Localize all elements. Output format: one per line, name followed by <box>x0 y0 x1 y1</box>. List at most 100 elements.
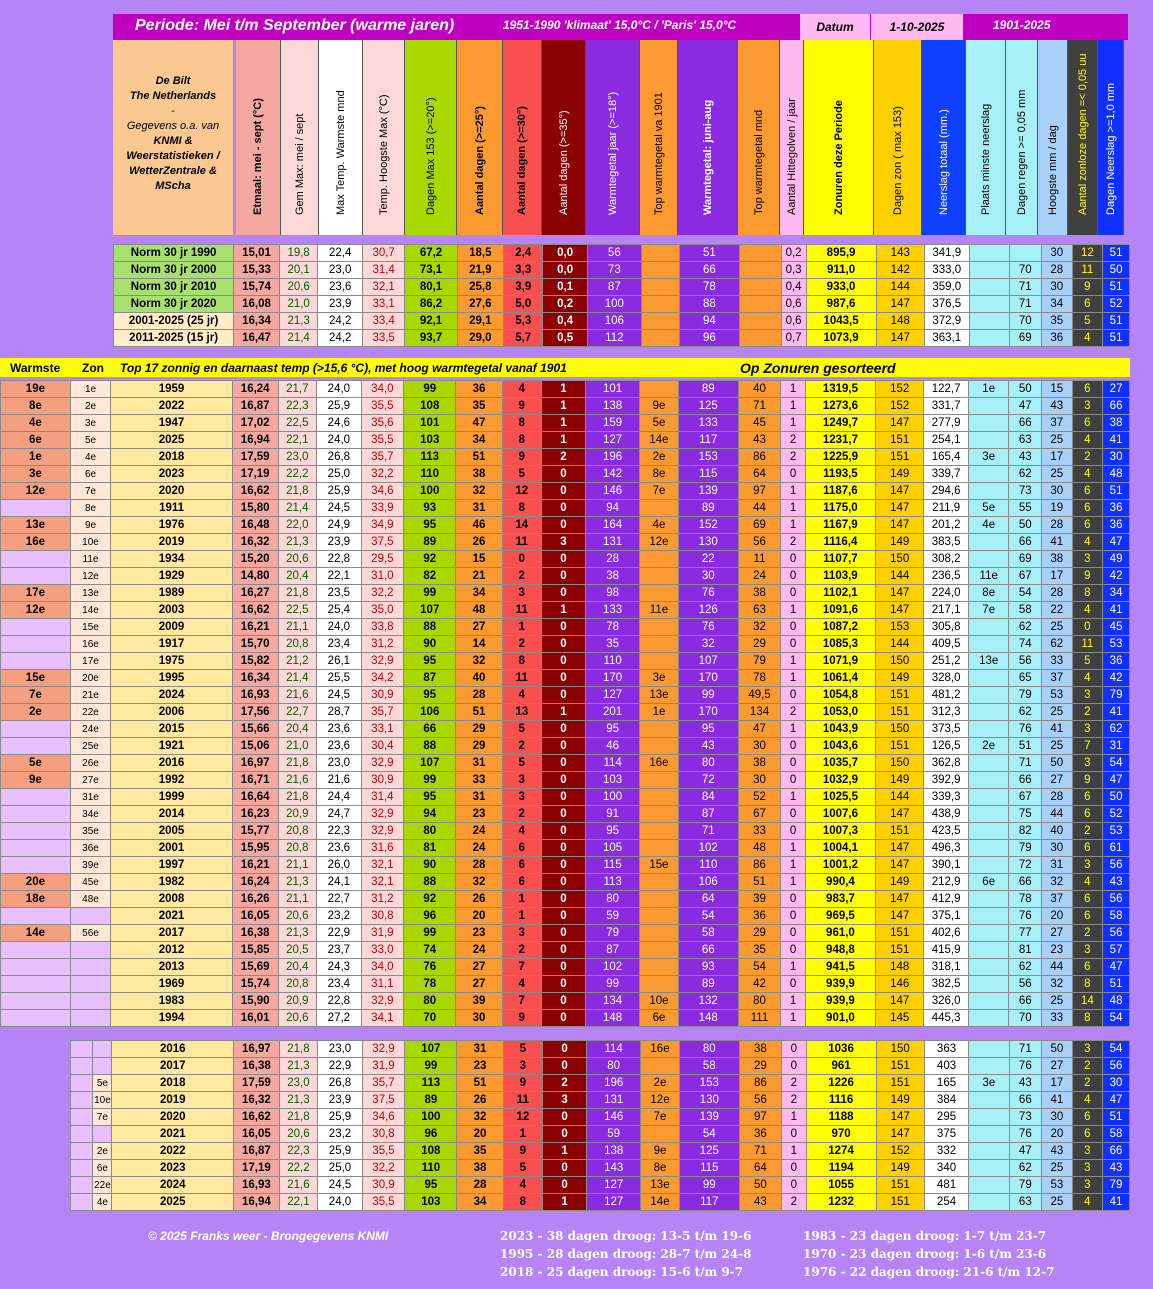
title-bar: Periode: Mei t/m September (warme jaren)… <box>113 14 1128 40</box>
table-cell: 32,2 <box>361 1159 406 1177</box>
table-cell: 153 <box>677 448 739 466</box>
table-cell: 16,24 <box>231 380 279 398</box>
table-cell: 115 <box>585 856 641 874</box>
table-cell: 383,5 <box>923 533 969 551</box>
table-cell: 11e <box>639 601 679 619</box>
table-cell: 88 <box>403 873 457 891</box>
table-cell: 144 <box>875 788 925 806</box>
table-cell: 151 <box>875 822 925 840</box>
table-cell: 21,0 <box>278 295 319 313</box>
table-cell: 3 <box>1071 856 1104 874</box>
table-cell: 12 <box>501 482 542 500</box>
table-cell: 3 <box>1071 1176 1104 1194</box>
table-cell: 21,8 <box>277 482 318 500</box>
table-cell: 3 <box>501 788 542 806</box>
table-cell: 33 <box>455 771 503 789</box>
table-cell: 95 <box>403 686 457 704</box>
table-cell: 59 <box>585 907 641 925</box>
table-cell: 20,4 <box>277 958 318 976</box>
table-cell: 0 <box>541 1125 588 1143</box>
table-cell: 138 <box>586 1142 642 1160</box>
table-cell: 80 <box>403 992 457 1010</box>
table-cell: 31 <box>455 754 503 772</box>
table-cell: 20 <box>1040 907 1073 925</box>
org-line: - <box>171 105 175 117</box>
table-cell: 47 <box>1102 771 1130 789</box>
table-cell: 95 <box>403 788 457 806</box>
table-cell: 92 <box>403 550 457 568</box>
table-cell: 0 <box>540 567 587 585</box>
table-cell: 2 <box>780 431 806 449</box>
table-cell: 66 <box>1008 771 1042 789</box>
table-cell: 41 <box>1040 720 1073 738</box>
table-cell: 2017 <box>111 1057 235 1075</box>
table-cell: 3 <box>1071 686 1104 704</box>
table-cell <box>967 788 1010 806</box>
table-cell: 0 <box>780 635 806 653</box>
table-cell: 50 <box>1102 261 1130 279</box>
table-cell: 2 <box>501 635 542 653</box>
table-cell: 134 <box>585 992 641 1010</box>
table-cell: 20,8 <box>277 635 318 653</box>
table-cell: 151 <box>875 703 925 721</box>
table-cell: 71 <box>677 822 739 840</box>
table-cell: 151 <box>875 737 925 755</box>
table-cell: 16,38 <box>233 1057 280 1075</box>
table-cell: 126 <box>677 601 739 619</box>
table-cell: 1 <box>780 499 806 517</box>
column-header: Warmtegetal jaar (>=18°) <box>586 40 640 235</box>
table-cell: 22,7 <box>277 703 318 721</box>
table-cell: 71 <box>1008 754 1042 772</box>
table-cell: 79 <box>1008 686 1042 704</box>
table-cell: 15,74 <box>233 278 280 296</box>
table-cell: 0 <box>781 1040 807 1058</box>
table-cell: 25 <box>1041 1159 1073 1177</box>
table-cell: 147 <box>875 584 925 602</box>
table-cell: 73,1 <box>404 261 458 279</box>
table-cell: 107 <box>677 652 739 670</box>
table-cell: 6 <box>501 873 542 891</box>
table-cell <box>639 839 679 857</box>
table-cell: 6 <box>1071 499 1104 517</box>
table-cell: 0 <box>540 924 587 942</box>
table-cell: 332 <box>923 1142 970 1160</box>
droog-note: 2023 - 38 dagen droog: 13-5 t/m 19-6 <box>500 1229 752 1243</box>
table-cell: 31,1 <box>360 975 405 993</box>
table-cell: 148 <box>875 958 925 976</box>
table-cell: 23,6 <box>317 278 363 296</box>
table-cell: 16,62 <box>231 601 279 619</box>
table-cell: 19 <box>1040 499 1073 517</box>
table-cell: 144 <box>875 567 925 585</box>
table-cell: 1997 <box>110 856 233 874</box>
table-cell: 56 <box>737 533 782 551</box>
table-cell: 363 <box>923 1040 970 1058</box>
table-cell: 25 <box>1040 703 1073 721</box>
table-cell: 152 <box>875 1142 925 1160</box>
table-cell <box>967 754 1010 772</box>
table-cell: 58 <box>1008 601 1042 619</box>
table-cell: 326,0 <box>923 992 969 1010</box>
table-cell: 146 <box>875 975 925 993</box>
table-cell: 0,0 <box>542 261 588 279</box>
table-cell: 153 <box>678 1074 740 1092</box>
table-cell: 1994 <box>110 1009 233 1027</box>
table-cell: 1 <box>781 1142 807 1160</box>
table-cell: 36 <box>1102 652 1130 670</box>
table-cell: 24 <box>737 567 782 585</box>
table-cell: 125 <box>677 397 739 415</box>
table-cell: 7 <box>501 958 542 976</box>
table-cell: 51 <box>1102 312 1130 330</box>
table-cell: 34,0 <box>360 380 405 398</box>
table-cell: 362,8 <box>923 754 969 772</box>
table-cell: 39e <box>69 856 112 874</box>
table-cell: 384 <box>923 1091 970 1109</box>
table-cell: 45 <box>737 414 782 432</box>
table-cell <box>967 822 1010 840</box>
table-cell: 1071,9 <box>804 652 877 670</box>
column-header-label: Zonuren deze Periode <box>832 100 845 215</box>
table-cell: 1999 <box>110 788 233 806</box>
table-cell: 6 <box>1071 1125 1104 1143</box>
table-cell: 26e <box>69 754 112 772</box>
table-cell: 134 <box>737 703 782 721</box>
table-cell: 4 <box>501 380 542 398</box>
